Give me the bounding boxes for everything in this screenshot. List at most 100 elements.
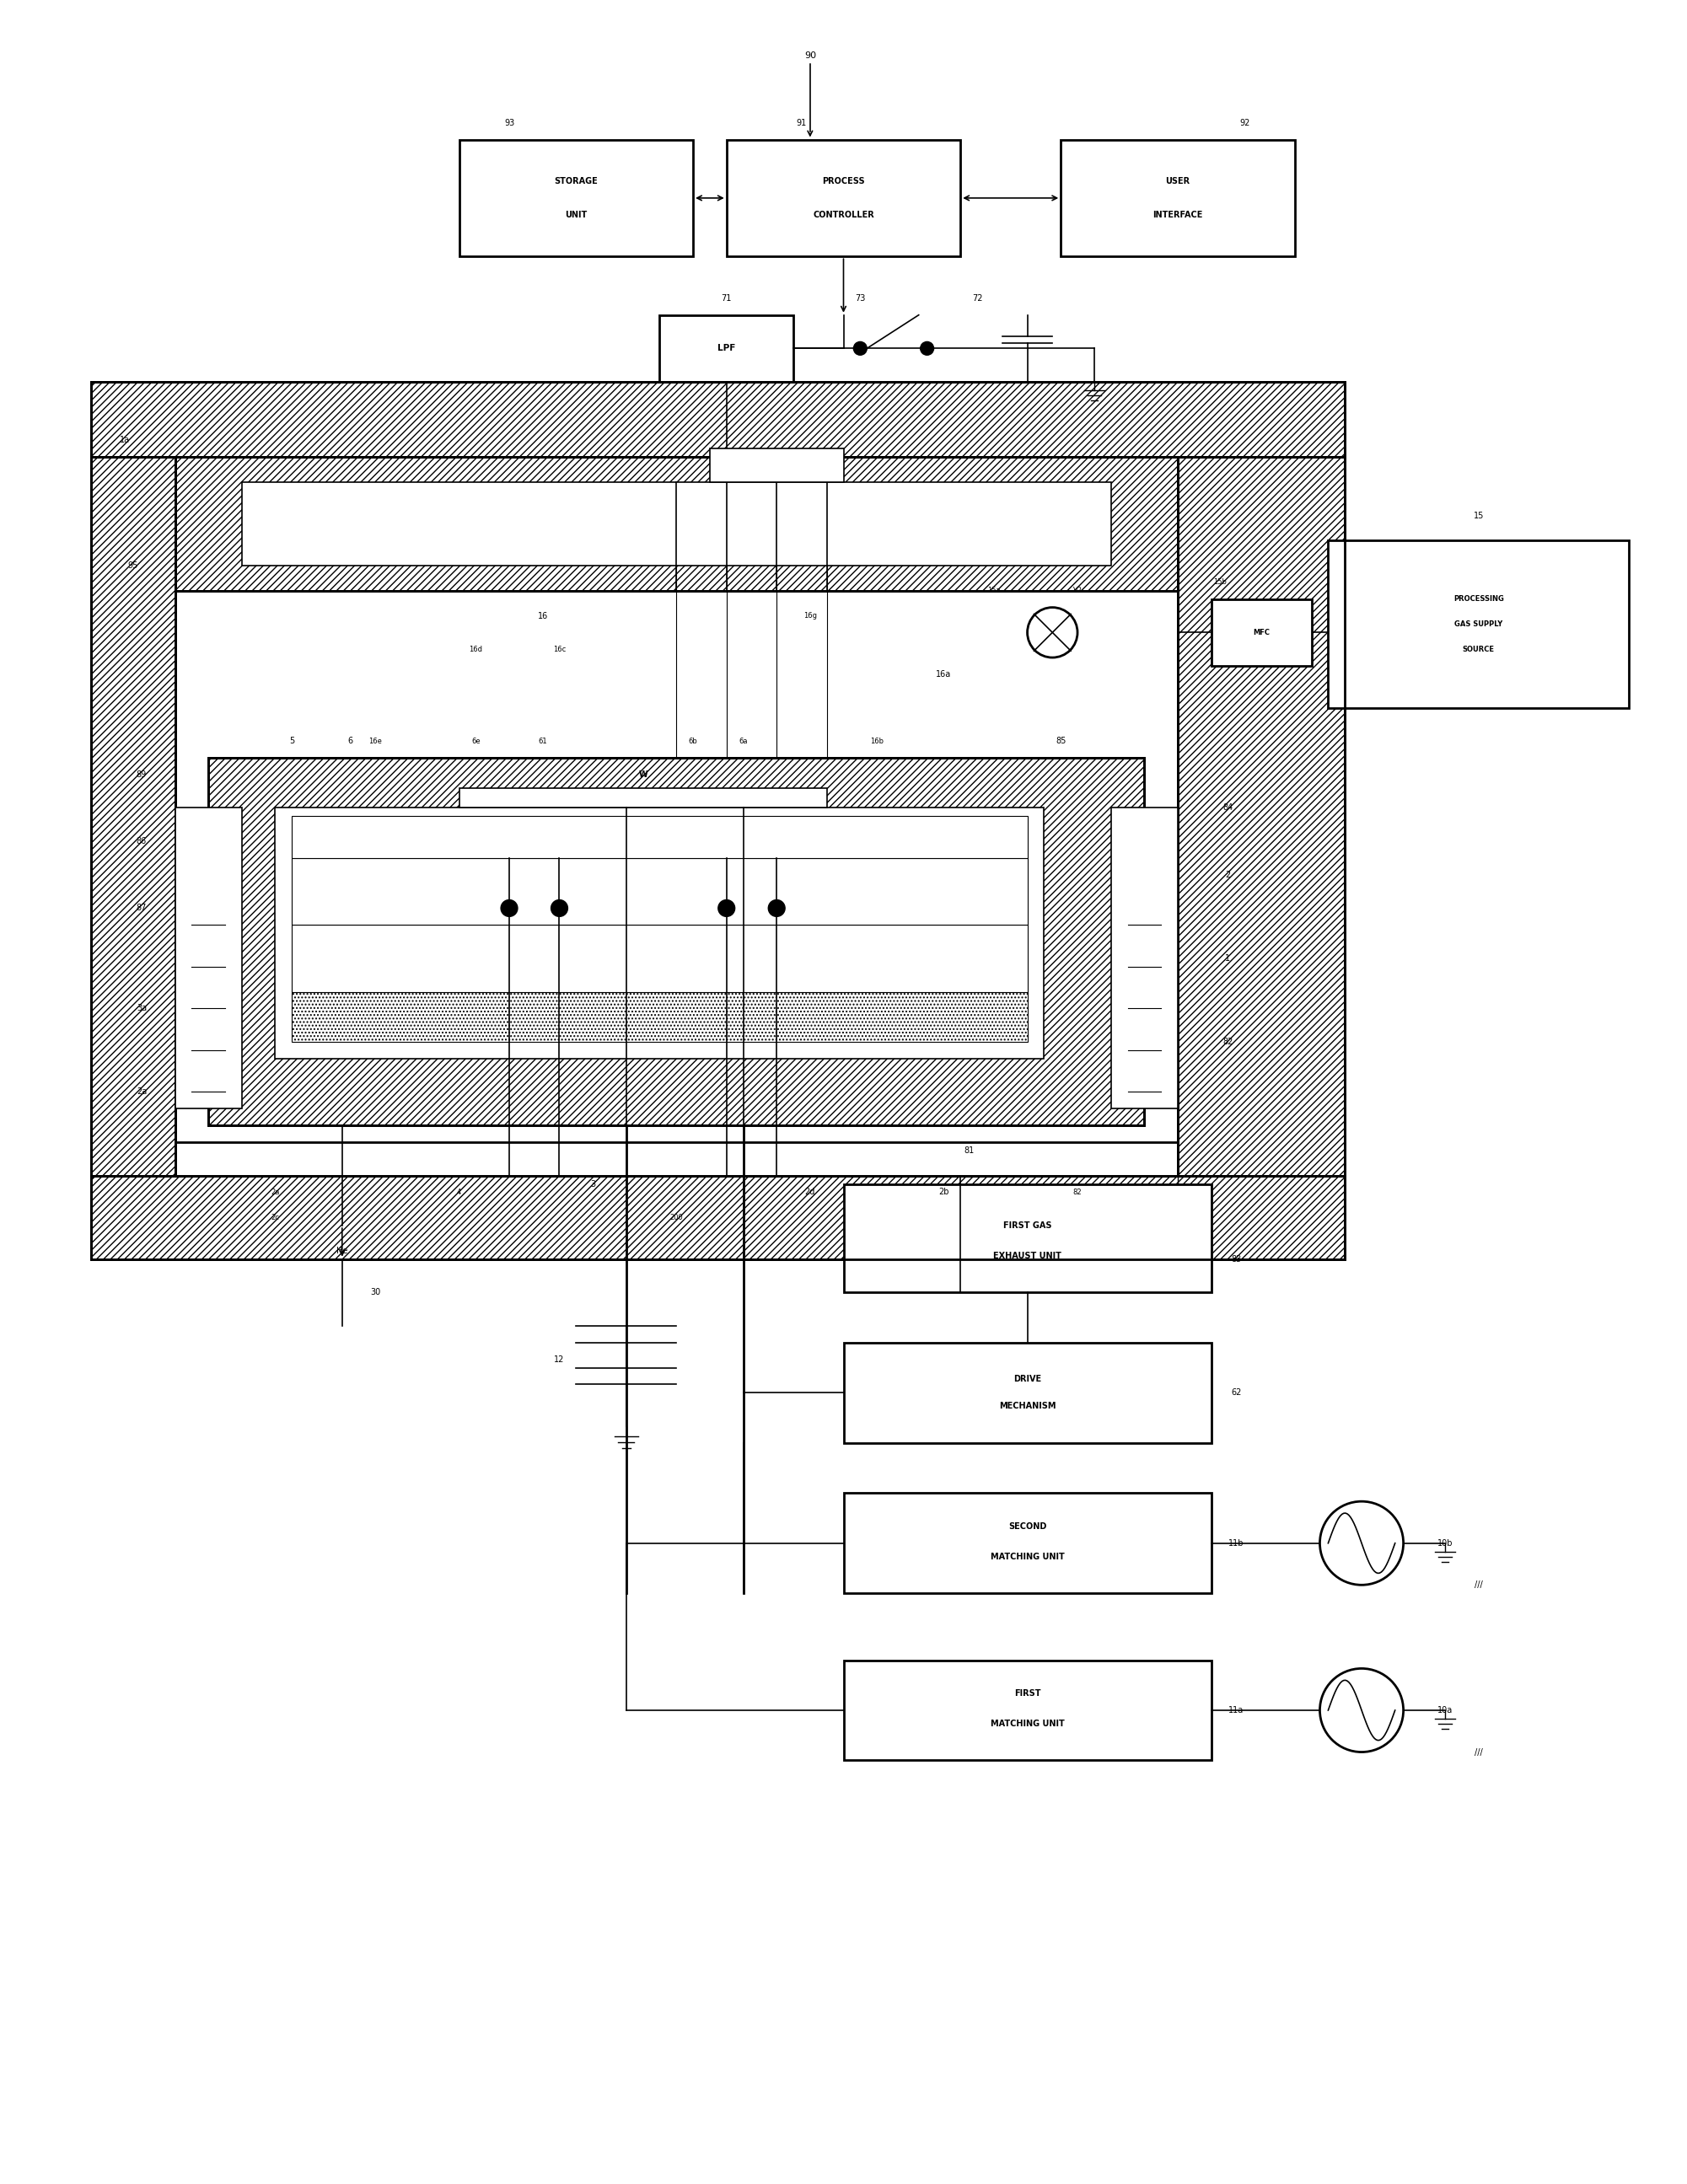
Text: 89: 89 <box>137 771 147 780</box>
Text: 71: 71 <box>722 295 732 304</box>
Text: 84: 84 <box>1223 804 1233 812</box>
Bar <box>660 314 793 382</box>
Text: 81: 81 <box>963 1147 973 1155</box>
Text: 11a: 11a <box>1228 1706 1243 1714</box>
Text: 93: 93 <box>504 118 515 127</box>
Text: 87: 87 <box>137 904 147 913</box>
Text: 3a: 3a <box>137 1005 147 1013</box>
Bar <box>209 758 1144 1125</box>
Bar <box>844 1184 1211 1293</box>
Bar <box>727 140 960 256</box>
Text: FIRST GAS: FIRST GAS <box>1004 1221 1051 1230</box>
Bar <box>91 456 175 1175</box>
Text: EXHAUST UNIT: EXHAUST UNIT <box>994 1251 1061 1260</box>
Text: UNIT: UNIT <box>565 210 587 218</box>
Text: 6b: 6b <box>688 738 698 745</box>
Text: ///: /// <box>1474 1747 1483 1756</box>
Bar <box>844 1494 1211 1594</box>
Text: 1a: 1a <box>120 437 130 446</box>
Text: 92: 92 <box>1240 118 1250 127</box>
Bar <box>91 1175 1345 1260</box>
Text: 1: 1 <box>1225 954 1230 963</box>
Bar <box>209 758 1144 1125</box>
Text: 95: 95 <box>128 561 138 570</box>
Text: GAS SUPPLY: GAS SUPPLY <box>1454 620 1503 629</box>
Bar <box>292 924 1027 992</box>
Bar <box>292 992 1027 1042</box>
Text: V2: V2 <box>1073 587 1081 594</box>
Text: 91: 91 <box>796 118 806 127</box>
Text: 11b: 11b <box>1228 1540 1243 1548</box>
Bar <box>292 858 1027 924</box>
Text: 2a: 2a <box>272 1188 280 1197</box>
Text: PROCESSING: PROCESSING <box>1454 596 1503 603</box>
Circle shape <box>552 900 569 917</box>
Text: CONTROLLER: CONTROLLER <box>813 210 874 218</box>
Bar <box>1328 542 1630 708</box>
Text: 16b: 16b <box>870 738 884 745</box>
Text: STORAGE: STORAGE <box>555 177 597 186</box>
Text: 86: 86 <box>137 836 147 845</box>
Text: 30: 30 <box>371 1289 381 1297</box>
Text: 2d: 2d <box>805 1188 815 1197</box>
Bar <box>1211 598 1311 666</box>
Bar <box>175 456 1178 590</box>
Text: 15: 15 <box>1473 511 1485 520</box>
Text: INTERFACE: INTERFACE <box>1152 210 1203 218</box>
Text: 72: 72 <box>972 295 982 304</box>
Bar <box>292 817 1027 858</box>
Text: 4: 4 <box>457 1188 461 1197</box>
Bar <box>710 448 844 483</box>
Bar <box>1178 456 1345 1175</box>
Text: 82: 82 <box>1223 1037 1233 1046</box>
Text: 10b: 10b <box>1437 1540 1453 1548</box>
Text: PROCESS: PROCESS <box>822 177 865 186</box>
Text: 6a: 6a <box>739 738 747 745</box>
Bar <box>1178 456 1345 1175</box>
Text: 2b: 2b <box>938 1188 950 1197</box>
Text: 5: 5 <box>290 736 295 745</box>
Text: 200: 200 <box>670 1214 683 1221</box>
Text: 6: 6 <box>348 736 353 745</box>
Text: SOURCE: SOURCE <box>1463 646 1495 653</box>
Circle shape <box>501 900 518 917</box>
Circle shape <box>768 900 784 917</box>
Text: 61: 61 <box>538 738 547 745</box>
Text: He: He <box>336 1247 348 1256</box>
Text: 16c: 16c <box>553 646 565 653</box>
Text: 15a: 15a <box>987 587 1000 594</box>
Bar <box>91 1175 1345 1260</box>
Bar <box>175 456 1178 590</box>
Text: 15b: 15b <box>1213 579 1226 585</box>
Bar <box>1061 140 1294 256</box>
Text: USER: USER <box>1166 177 1189 186</box>
Bar <box>91 382 1345 456</box>
Bar <box>275 808 1044 1059</box>
Text: 82: 82 <box>1073 1188 1081 1197</box>
Bar <box>844 1660 1211 1760</box>
Text: FIRST: FIRST <box>1014 1690 1041 1697</box>
Text: 2c: 2c <box>272 1214 280 1221</box>
Text: 3: 3 <box>590 1179 596 1188</box>
Text: 10a: 10a <box>1437 1706 1453 1714</box>
Text: 62: 62 <box>1232 1389 1242 1398</box>
Text: 90: 90 <box>805 52 817 61</box>
Text: MATCHING UNIT: MATCHING UNIT <box>990 1719 1064 1728</box>
Circle shape <box>921 341 933 356</box>
Bar <box>241 483 1112 566</box>
Bar <box>459 788 827 808</box>
Bar <box>91 456 175 1175</box>
Text: 85: 85 <box>1056 736 1066 745</box>
Bar <box>175 808 241 1109</box>
Text: 73: 73 <box>855 295 865 304</box>
Text: 12: 12 <box>553 1354 565 1363</box>
Text: ///: /// <box>1474 1581 1483 1590</box>
Bar <box>1112 808 1178 1109</box>
Text: MFC: MFC <box>1253 629 1270 636</box>
Text: MECHANISM: MECHANISM <box>999 1402 1056 1411</box>
Bar <box>91 382 1345 456</box>
Circle shape <box>719 900 736 917</box>
Text: 16: 16 <box>538 612 548 620</box>
Text: 2a: 2a <box>137 1088 147 1096</box>
Text: 83: 83 <box>1232 1256 1242 1262</box>
